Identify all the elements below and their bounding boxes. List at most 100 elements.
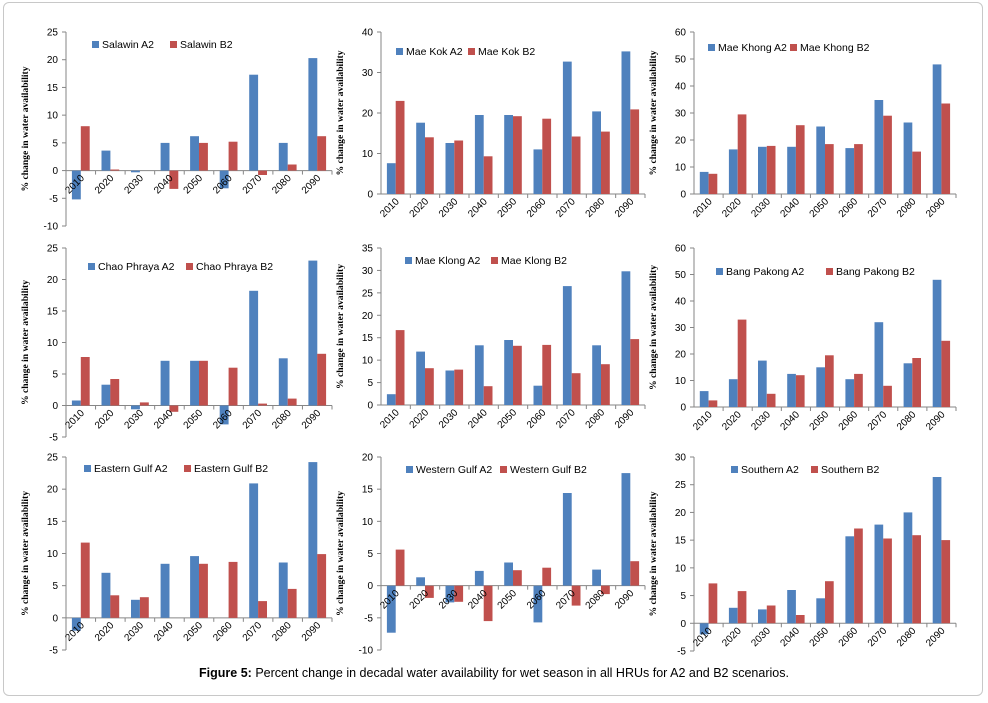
bar-eastern-gulf-b2-2090 bbox=[317, 554, 327, 618]
legend-label: Mae Klong B2 bbox=[501, 255, 567, 267]
legend-swatch bbox=[184, 465, 191, 472]
bar-western-gulf-b2-2020 bbox=[425, 585, 434, 598]
bar-chao-phraya-b2-2080 bbox=[287, 398, 297, 406]
x-tick-label: 2080 bbox=[895, 409, 919, 433]
y-tick-label: 0 bbox=[680, 190, 686, 201]
bar-western-gulf-b2-2070 bbox=[571, 585, 581, 606]
bar-eastern-gulf-b2-2060 bbox=[228, 561, 238, 618]
bar-mae-khong-b2-2030 bbox=[766, 145, 776, 194]
y-tick-label: 30 bbox=[675, 323, 687, 334]
bar-western-gulf-a2-2040 bbox=[474, 570, 484, 586]
x-tick-label: 2060 bbox=[837, 409, 861, 433]
bar-salawin-a2-2090 bbox=[308, 58, 318, 171]
bar-mae-kok-a2-2070 bbox=[562, 61, 572, 194]
bar-southern-a2-2030 bbox=[758, 609, 767, 624]
x-tick-label: 2090 bbox=[300, 173, 324, 197]
y-tick-label: 20 bbox=[362, 453, 374, 464]
legend-swatch bbox=[708, 44, 715, 51]
y-tick-label: 35 bbox=[362, 244, 374, 255]
y-axis-label: % change in water availability bbox=[20, 66, 31, 191]
y-tick-label: 25 bbox=[675, 480, 687, 491]
bar-chao-phraya-b2-2020 bbox=[110, 379, 120, 406]
x-tick-label: 2070 bbox=[554, 196, 578, 220]
bar-mae-klong-a2-2090 bbox=[621, 271, 631, 405]
figure-caption: Figure 5: Percent change in decadal wate… bbox=[0, 666, 988, 680]
y-tick-label: 25 bbox=[47, 453, 59, 464]
bar-eastern-gulf-b2-2020 bbox=[110, 595, 120, 618]
bar-bang-pakong-b2-2070 bbox=[883, 385, 892, 407]
y-tick-label: 0 bbox=[52, 401, 58, 412]
y-tick-label: 5 bbox=[680, 591, 686, 602]
bar-chao-phraya-a2-2010 bbox=[71, 400, 81, 406]
x-tick-label: 2050 bbox=[496, 407, 520, 431]
x-tick-label: 2070 bbox=[241, 620, 265, 644]
x-tick-label: 2040 bbox=[778, 409, 802, 433]
x-tick-label: 2060 bbox=[837, 196, 861, 220]
legend-label: Salawin A2 bbox=[102, 39, 154, 51]
x-tick-label: 2050 bbox=[496, 588, 520, 612]
legend-label: Salawin B2 bbox=[180, 39, 233, 51]
bar-bang-pakong-b2-2050 bbox=[825, 355, 834, 407]
bar-mae-kok-a2-2060 bbox=[533, 149, 543, 194]
bar-mae-kok-b2-2090 bbox=[630, 109, 640, 194]
legend-swatch bbox=[790, 44, 797, 51]
y-tick-label: 10 bbox=[362, 149, 374, 160]
y-tick-label: 15 bbox=[362, 333, 374, 344]
y-tick-label: -5 bbox=[364, 613, 373, 624]
bar-salawin-b2-2050 bbox=[199, 142, 208, 171]
y-tick-label: 5 bbox=[52, 138, 58, 149]
y-axis-label: % change in water availability bbox=[335, 264, 346, 389]
x-tick-label: 2050 bbox=[808, 625, 832, 649]
bar-eastern-gulf-a2-2050 bbox=[190, 556, 199, 618]
x-tick-label: 2090 bbox=[300, 408, 324, 432]
bar-mae-klong-b2-2010 bbox=[395, 330, 405, 405]
y-tick-label: 40 bbox=[675, 82, 687, 93]
bar-bang-pakong-a2-2060 bbox=[845, 379, 855, 407]
bar-mae-khong-b2-2020 bbox=[737, 114, 747, 194]
y-tick-label: 0 bbox=[367, 401, 373, 412]
bar-mae-kok-b2-2020 bbox=[425, 137, 434, 194]
bar-mae-klong-b2-2040 bbox=[483, 386, 493, 405]
x-tick-label: 2060 bbox=[837, 625, 861, 649]
x-tick-label: 2060 bbox=[525, 196, 549, 220]
bar-bang-pakong-a2-2020 bbox=[728, 379, 738, 407]
y-tick-label: 25 bbox=[362, 288, 374, 299]
bar-western-gulf-b2-2010 bbox=[395, 549, 405, 586]
bar-mae-khong-b2-2040 bbox=[795, 125, 805, 194]
bar-mae-khong-a2-2030 bbox=[758, 146, 767, 195]
bar-mae-khong-b2-2060 bbox=[854, 144, 863, 194]
x-tick-label: 2030 bbox=[437, 196, 461, 220]
bar-mae-kok-a2-2040 bbox=[474, 115, 484, 194]
legend-label: Western Gulf A2 bbox=[416, 464, 492, 476]
bar-bang-pakong-a2-2040 bbox=[787, 373, 796, 407]
y-tick-label: 25 bbox=[47, 244, 59, 255]
y-tick-label: 5 bbox=[367, 549, 373, 560]
y-tick-label: 20 bbox=[675, 508, 687, 519]
y-tick-label: 20 bbox=[675, 350, 687, 361]
x-tick-label: 2070 bbox=[866, 196, 890, 220]
bar-mae-kok-b2-2080 bbox=[601, 131, 610, 194]
bar-western-gulf-a2-2050 bbox=[504, 562, 513, 586]
y-axis-label: % change in water availability bbox=[20, 280, 31, 405]
bar-southern-b2-2050 bbox=[825, 581, 834, 624]
bar-salawin-a2-2010 bbox=[71, 170, 81, 200]
bar-mae-klong-a2-2050 bbox=[504, 340, 513, 405]
legend-label: Mae Klong A2 bbox=[415, 255, 481, 267]
x-tick-label: 2070 bbox=[866, 625, 890, 649]
bar-chao-phraya-b2-2070 bbox=[258, 403, 267, 406]
bar-chao-phraya-b2-2010 bbox=[80, 357, 90, 406]
bar-mae-khong-b2-2010 bbox=[708, 173, 718, 195]
bar-western-gulf-a2-2070 bbox=[562, 493, 572, 586]
bar-chao-phraya-a2-2030 bbox=[131, 405, 140, 410]
bar-southern-a2-2040 bbox=[787, 590, 796, 624]
bar-chao-phraya-a2-2070 bbox=[249, 290, 259, 406]
y-tick-label: 5 bbox=[52, 581, 58, 592]
x-tick-label: 2030 bbox=[122, 620, 146, 644]
x-tick-label: 2090 bbox=[300, 620, 324, 644]
x-tick-label: 2020 bbox=[720, 409, 744, 433]
legend-swatch bbox=[88, 263, 95, 270]
y-tick-label: 20 bbox=[362, 109, 374, 120]
bar-mae-khong-a2-2070 bbox=[874, 100, 884, 194]
